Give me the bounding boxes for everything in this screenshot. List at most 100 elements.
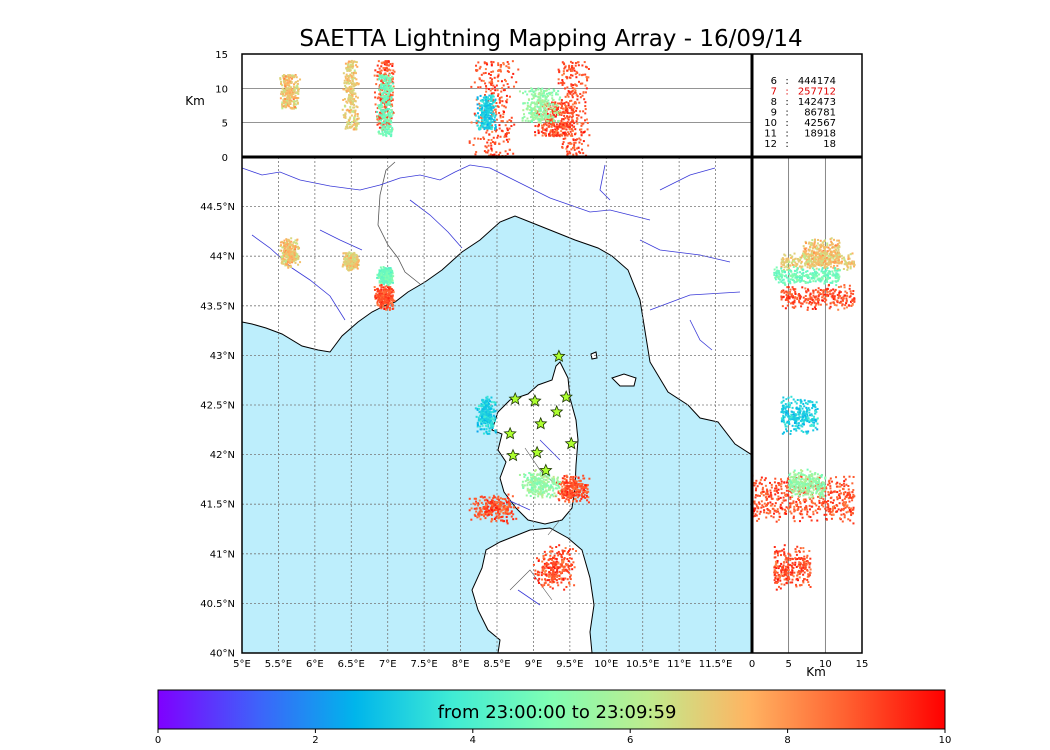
source-point [531,90,534,93]
source-point [492,410,495,413]
source-point [380,114,383,117]
source-point [549,91,552,94]
source-point [484,411,487,414]
stats-source-count: 257712 [798,87,836,98]
stats-station-count: 11 [764,129,777,140]
source-point [357,117,360,120]
source-point [483,496,486,499]
source-point [345,73,348,76]
source-point [345,125,348,128]
source-point [288,244,291,247]
source-point [540,475,543,478]
source-point [853,263,856,266]
source-point [569,121,572,124]
source-point [381,305,384,308]
source-point [575,70,578,73]
source-point [488,429,491,432]
source-point [530,476,533,479]
source-point [512,72,515,75]
source-point [477,512,480,515]
source-point [566,495,569,498]
source-point [521,480,524,483]
source-point [486,122,489,125]
source-point [532,112,535,115]
source-point [561,118,564,121]
source-point [482,405,485,408]
source-point [345,67,348,70]
source-point [484,504,487,507]
source-point [374,96,377,99]
source-point [378,74,381,77]
source-point [287,265,290,268]
source-point [505,520,508,523]
source-point [389,290,392,293]
source-point [389,296,392,299]
source-point [559,103,562,106]
source-point [385,305,388,308]
source-point [384,75,387,78]
source-point [484,400,487,403]
source-point [534,485,537,488]
source-point [485,105,488,108]
source-point [384,72,387,75]
source-point [539,99,542,102]
source-point [537,574,540,577]
source-point [581,148,584,151]
source-point [558,71,561,74]
source-point [500,515,503,518]
source-point [382,123,385,126]
source-point [290,240,293,243]
source-point [487,509,490,512]
source-point [495,84,498,87]
source-point [384,126,387,129]
source-point [290,237,293,240]
source-point [281,94,284,97]
source-point [785,265,788,268]
source-point [484,82,487,85]
stats-station-count: 8 [771,97,777,108]
source-point [555,579,558,582]
source-point [571,69,574,72]
source-point [508,66,511,69]
source-point [585,66,588,69]
source-point [485,407,488,410]
source-point [564,482,567,485]
source-point [499,65,502,68]
source-point [529,105,532,108]
source-point [379,72,382,75]
source-point [391,82,394,85]
source-point [380,276,383,279]
source-point [836,261,839,264]
source-point [571,134,574,137]
source-point [383,94,386,97]
source-point [566,493,569,496]
source-point [532,472,535,475]
source-point [353,92,356,95]
source-point [570,486,573,489]
source-point [291,74,294,77]
source-point [384,60,387,63]
source-point [539,115,542,118]
source-point [836,268,839,271]
source-point [380,122,383,125]
source-point [494,127,497,130]
source-point [545,495,548,498]
source-point [508,501,511,504]
source-point [475,415,478,418]
source-point [507,498,510,501]
source-point [582,477,585,480]
source-point [575,107,578,110]
source-point [347,90,350,93]
source-point [552,102,555,105]
altitude-tick-label: 5 [222,119,228,130]
source-point [389,85,392,88]
source-point [578,137,581,140]
source-point [577,491,580,494]
source-point [354,100,357,103]
source-point [537,125,540,128]
source-point [294,254,297,257]
source-point [494,114,497,117]
stats-separator: : [785,139,788,150]
source-point [487,505,490,508]
source-point [542,100,545,103]
